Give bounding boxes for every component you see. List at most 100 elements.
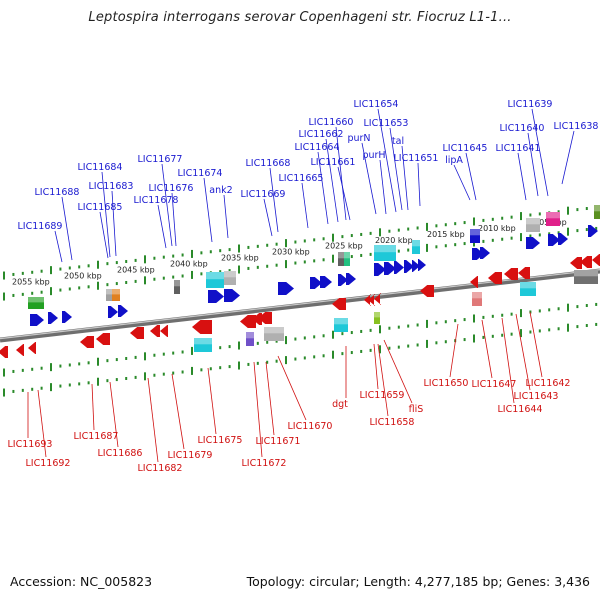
leader-line	[417, 162, 421, 207]
tick-mark	[360, 253, 363, 257]
tick-mark	[59, 288, 62, 292]
tick-mark	[426, 222, 428, 231]
tick-mark	[426, 243, 428, 252]
kbp-label: 2015 kbp	[427, 230, 465, 239]
forward-gene-arrow	[224, 289, 240, 302]
tick-mark	[219, 366, 222, 370]
tick-mark	[50, 287, 52, 296]
accession-text: Accession: NC_005823	[10, 574, 153, 589]
tick-mark	[444, 244, 447, 248]
tick-mark	[294, 357, 297, 361]
tick-mark	[40, 386, 43, 390]
tick-mark	[238, 244, 240, 253]
tick-mark	[12, 369, 15, 373]
tick-mark	[3, 292, 5, 301]
reverse-gene-arrow	[504, 268, 518, 280]
tick-mark	[482, 335, 485, 339]
reverse-gene-arrow	[470, 276, 478, 288]
tick-mark	[228, 345, 231, 349]
tick-mark	[548, 308, 551, 312]
reverse-gene-arrow	[150, 325, 160, 337]
tick-mark	[181, 253, 184, 257]
gene-label-lic11651: LIC11651	[394, 153, 439, 164]
tick-mark	[172, 371, 175, 375]
forward-gene-arrow	[30, 314, 44, 326]
leader-line	[373, 343, 379, 390]
tick-mark	[435, 245, 438, 249]
tick-mark	[115, 378, 118, 382]
leader-line	[317, 151, 329, 225]
tick-mark	[228, 365, 231, 369]
tick-mark	[78, 286, 81, 290]
tick-mark	[31, 367, 34, 371]
gene-label-purn: purN	[347, 133, 370, 144]
tick-mark	[12, 272, 15, 276]
reverse-gene-arrow	[96, 333, 110, 345]
kbp-label: 2055 kbp	[12, 278, 50, 287]
leader-line	[325, 138, 339, 223]
leader-line	[111, 190, 117, 257]
gene-label-lic11675: LIC11675	[198, 435, 243, 446]
tick-mark	[21, 292, 24, 296]
reverse-gene-arrow	[592, 254, 600, 266]
tick-mark	[68, 266, 71, 270]
feature-darkgray	[174, 280, 180, 294]
tick-mark	[266, 243, 269, 247]
gene-label-lic11669: LIC11669	[241, 189, 286, 200]
gene-label-lic11639: LIC11639	[508, 99, 553, 110]
tick-mark	[153, 373, 156, 377]
tick-mark	[538, 329, 541, 333]
tick-mark	[134, 279, 137, 283]
forward-gene-arrow	[412, 260, 420, 272]
tick-mark	[501, 313, 504, 317]
reverse-gene-arrow	[80, 336, 94, 348]
tick-mark	[557, 327, 560, 331]
gene-label-lic11643: LIC11643	[514, 391, 559, 402]
tick-mark	[87, 264, 90, 268]
tick-mark	[275, 242, 278, 246]
tick-mark	[172, 351, 175, 355]
gene-label-lic11672: LIC11672	[242, 458, 287, 469]
leader-line	[61, 196, 73, 261]
tick-mark	[200, 368, 203, 372]
tick-mark	[294, 240, 297, 244]
feature-darkgray	[338, 252, 348, 266]
feature-olive	[594, 205, 600, 219]
tick-mark	[59, 384, 62, 388]
feature-cyan	[374, 245, 396, 261]
gene-label-lic11668: LIC11668	[246, 158, 291, 169]
tick-mark	[397, 345, 400, 349]
tick-mark	[238, 341, 240, 350]
leader-line	[401, 145, 409, 211]
tick-mark	[303, 336, 306, 340]
reverse-gene-arrow	[488, 272, 502, 284]
tick-mark	[510, 236, 513, 240]
reverse-gene-arrow	[368, 294, 376, 306]
leader-line	[529, 311, 543, 378]
tick-mark	[576, 208, 579, 212]
reverse-gene-arrow	[16, 344, 24, 356]
tick-mark	[595, 302, 598, 306]
tick-mark	[191, 270, 193, 279]
forward-gene-arrow	[394, 261, 404, 274]
tick-mark	[115, 282, 118, 286]
tick-mark	[50, 266, 52, 275]
tick-mark	[520, 329, 522, 338]
leader-line	[383, 339, 413, 404]
reverse-gene-arrow	[252, 313, 262, 325]
gene-label-lic11688: LIC11688	[35, 187, 80, 198]
tick-mark	[520, 212, 522, 221]
tick-mark	[59, 364, 62, 368]
gene-label-purh: purH	[362, 150, 385, 161]
gene-label-lic11670: LIC11670	[288, 421, 333, 432]
tick-mark	[350, 255, 353, 259]
leader-line	[377, 108, 397, 213]
feature-blue	[470, 229, 480, 243]
tick-mark	[68, 383, 71, 387]
tick-mark	[548, 232, 551, 236]
tick-mark	[473, 217, 475, 226]
reverse-gene-arrow	[28, 342, 36, 354]
tick-mark	[247, 245, 250, 249]
leader-line	[37, 389, 47, 458]
